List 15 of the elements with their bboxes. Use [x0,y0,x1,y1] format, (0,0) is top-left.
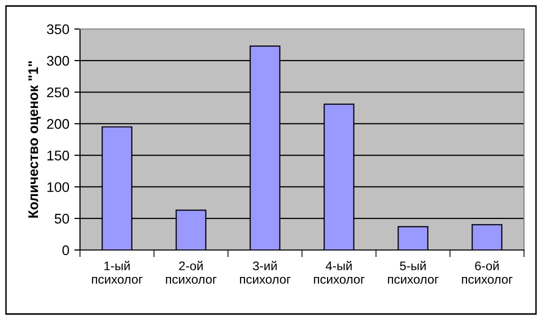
x-tick-label: 4-ый психолог [314,260,364,284]
y-tick-label: 50 [54,214,70,224]
y-tick-label: 0 [62,245,70,256]
y-tick-label: 200 [47,119,70,129]
x-tick-label: 2-ой психолог [166,260,216,284]
x-tick-label: 5-ый психолог [388,260,438,284]
x-tick-label: 3-ий психолог [240,260,290,284]
x-tick-label: 1-ый психолог [92,260,142,284]
y-tick-label: 100 [47,182,70,192]
y-tick-label: 250 [47,87,70,98]
y-tick-label: 300 [46,56,70,66]
x-tick-label: 6-ой психолог [462,260,512,284]
y-tick-label: 150 [47,150,70,160]
y-axis-title: Количество оценок "1" [28,61,41,218]
y-tick-label: 350 [46,24,70,34]
